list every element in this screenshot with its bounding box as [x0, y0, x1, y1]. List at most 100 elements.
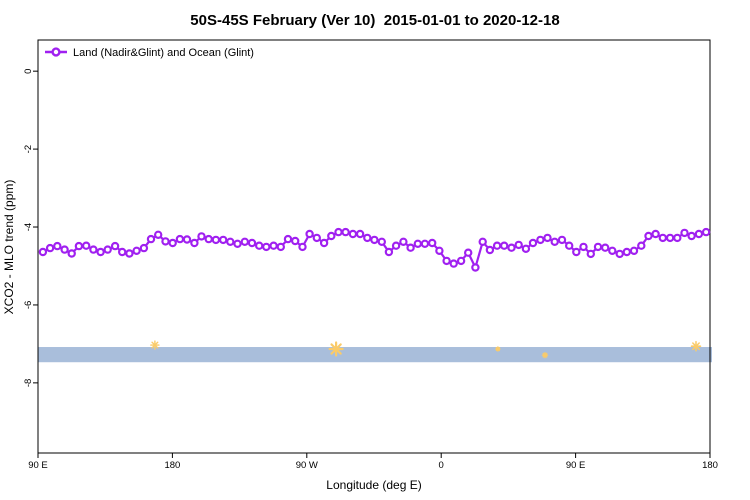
x-tick-label: 90 W — [296, 460, 318, 471]
axis-layer: 90 E 180 90 W 0 90 E 180 0 -2 -4 -6 -8 — [23, 69, 718, 471]
data-point — [615, 249, 624, 259]
x-tick-label: 90 E — [566, 460, 586, 471]
plot-frame — [37, 39, 711, 454]
data-point — [283, 234, 293, 244]
data-point — [521, 244, 531, 253]
x-tick-label: 180 — [164, 460, 180, 471]
data-point — [247, 238, 257, 248]
data-point — [536, 235, 545, 245]
legend: Land (Nadir&Glint) and Ocean (Glint) — [45, 47, 254, 59]
flag-asterisk-icon — [328, 341, 344, 357]
x-tick-label: 180 — [702, 460, 718, 471]
data-point — [233, 239, 242, 248]
data-point — [146, 234, 156, 244]
data-point — [391, 241, 401, 250]
data-point — [601, 243, 610, 252]
data-point — [651, 229, 660, 239]
qc-band-layer — [38, 347, 712, 363]
data-point — [557, 235, 567, 245]
data-series-layer — [38, 227, 711, 272]
data-point — [658, 233, 668, 243]
flag-marker-layer — [150, 340, 702, 359]
data-point — [269, 241, 278, 250]
data-point — [190, 238, 199, 248]
data-point — [341, 227, 350, 237]
flag-asterisk-icon — [541, 352, 549, 359]
data-point — [629, 246, 639, 255]
data-point — [204, 234, 213, 244]
y-tick-label: -2 — [23, 145, 34, 153]
data-point — [81, 241, 91, 250]
chart-title: 50S-45S February (Ver 10) 2015-01-01 to … — [190, 12, 559, 29]
data-point — [117, 247, 127, 257]
x-tick-label: 90 E — [28, 460, 48, 471]
data-point — [406, 243, 415, 252]
data-point — [456, 256, 466, 266]
flag-asterisk-icon — [150, 340, 160, 350]
data-point — [226, 237, 235, 246]
data-point — [255, 241, 264, 250]
data-point — [507, 243, 516, 252]
data-point — [89, 245, 98, 254]
y-tick-label: 0 — [23, 69, 34, 74]
data-point — [175, 234, 185, 244]
data-point — [442, 256, 451, 266]
data-point — [197, 232, 206, 241]
data-point — [276, 242, 285, 252]
data-point — [211, 235, 221, 245]
data-point — [312, 233, 321, 243]
flag-asterisk-icon — [690, 340, 702, 352]
data-point — [565, 241, 574, 250]
data-point — [168, 238, 177, 248]
data-point — [363, 233, 372, 243]
data-point — [348, 229, 358, 239]
data-point — [687, 231, 696, 241]
x-tick-label: 0 — [439, 460, 444, 471]
data-point — [110, 241, 120, 251]
data-point — [471, 263, 480, 272]
data-point — [543, 233, 552, 243]
data-point — [218, 235, 228, 245]
y-tick-label: -6 — [23, 301, 34, 309]
data-point — [103, 245, 112, 254]
data-point — [420, 239, 430, 248]
x-axis-title: Longitude (deg E) — [326, 478, 421, 492]
data-point — [96, 247, 105, 257]
data-point — [514, 240, 523, 250]
data-point — [673, 233, 682, 243]
data-point — [74, 241, 84, 251]
data-point — [384, 247, 394, 257]
data-point — [305, 229, 314, 239]
y-axis-title: XCO2 - MLO trend (ppm) — [2, 180, 16, 315]
data-point — [319, 238, 329, 248]
data-point — [449, 259, 458, 268]
data-point — [370, 235, 379, 245]
data-point — [355, 229, 365, 239]
data-point — [680, 228, 689, 238]
data-point — [38, 247, 48, 257]
data-point — [240, 237, 249, 246]
data-point — [572, 247, 581, 257]
data-point — [262, 242, 271, 252]
data-point — [45, 243, 55, 253]
data-point — [161, 237, 170, 246]
data-point — [125, 249, 134, 258]
data-point — [464, 248, 473, 257]
data-point — [182, 235, 192, 244]
y-tick-label: -8 — [23, 379, 34, 387]
legend-open-circle-icon — [51, 47, 61, 57]
data-point — [593, 242, 603, 252]
data-point — [694, 229, 704, 239]
data-point — [579, 242, 588, 252]
data-point — [435, 246, 444, 255]
data-point — [298, 242, 307, 252]
data-point — [153, 230, 163, 239]
data-point — [478, 237, 487, 246]
data-point — [586, 249, 596, 259]
data-point — [608, 246, 617, 255]
data-point — [644, 231, 653, 241]
data-point — [665, 233, 675, 243]
data-point — [377, 237, 386, 246]
